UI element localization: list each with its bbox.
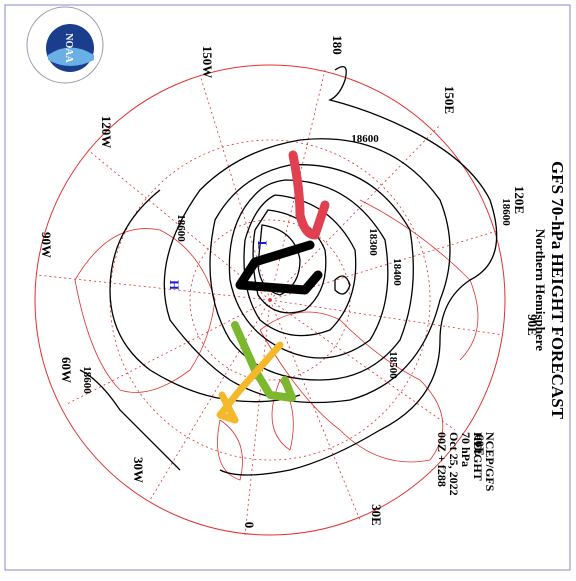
info-line: 70 hPa (459, 432, 473, 467)
longitude-label: 180 (330, 35, 345, 55)
subtitle: Northern Hemisphere (533, 229, 548, 351)
contour-label: 18600 (175, 214, 187, 242)
longitude-label: 30W (131, 457, 146, 483)
longitude-label: 120E (512, 186, 527, 214)
title: GFS 70-hPa HEIGHT FORECAST (548, 161, 567, 420)
longitude-label: 60W (59, 357, 74, 383)
logo-text: NOAA (63, 33, 74, 63)
longitude-labels: 180 150E 120E 90E 60E 30E 0 30W 60W 90W … (39, 35, 540, 528)
longitude-label: 90W (39, 232, 54, 258)
high-marker: H (167, 280, 182, 290)
contour-label: 18300 (367, 228, 379, 256)
contour-label: 18600 (500, 198, 512, 226)
map (34, 64, 506, 536)
info-line: Oct 25, 2022 (447, 432, 461, 496)
longitude-label: 30E (369, 504, 384, 526)
contour-labels: 18600 18600 18300 18400 18500 18600 1860… (81, 133, 512, 394)
longitude-label: 150W (200, 46, 215, 79)
contour-label: 18400 (391, 258, 403, 286)
frame (4, 4, 571, 571)
contour-label: 18500 (387, 351, 399, 379)
longitude-label: 120W (99, 116, 114, 149)
contour-label: 18600 (81, 366, 93, 394)
info-line: HEIGHT (471, 432, 485, 481)
info-line: NCEP/GFS (483, 432, 497, 492)
info-block: NCEP/GFS HEIGHT 70 hPa Oct 25, 2022 00Z … (435, 432, 497, 496)
longitude-label: 60E (472, 434, 487, 456)
longitude-label: 150E (442, 86, 457, 114)
low-marker: L (255, 241, 270, 250)
info-line: 00Z + f288 (435, 432, 449, 487)
noaa-logo: NOAA (26, 6, 104, 84)
contour-label: 18600 (351, 133, 379, 145)
longitude-label: 0 (242, 522, 257, 529)
longitude-label: 90E (525, 314, 540, 336)
